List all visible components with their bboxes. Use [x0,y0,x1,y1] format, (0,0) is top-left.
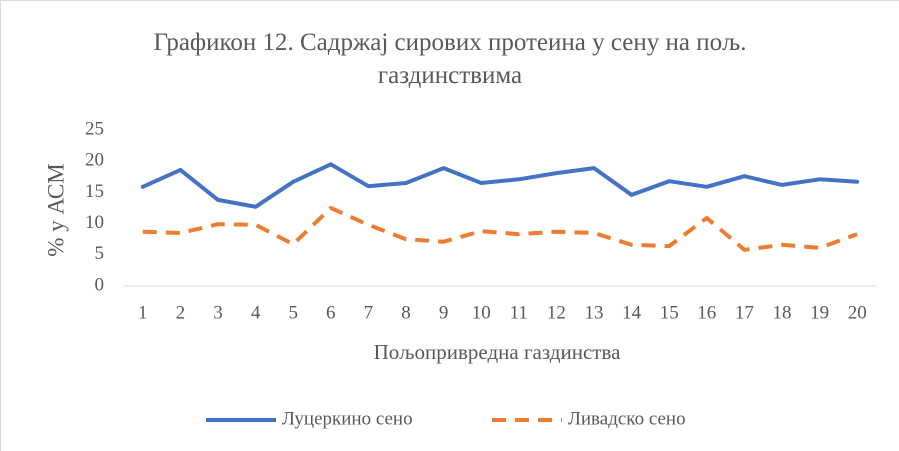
x-tick-label: 8 [401,302,411,323]
chart-title: Графикон 12. Садржај сирових протеина у … [153,29,747,89]
x-tick-label: 5 [288,302,298,323]
x-tick-label: 20 [848,302,867,323]
x-tick-label: 17 [735,302,754,323]
y-tick-label: 10 [85,212,104,233]
x-tick-label: 7 [364,302,374,323]
y-tick-label: 25 [85,118,104,139]
x-tick-label: 15 [660,302,679,323]
x-tick-label: 1 [138,302,148,323]
series-line [140,162,860,209]
x-tick-label: 19 [810,302,829,323]
legend-label: Луцеркино сено [282,408,413,429]
x-tick-label: 12 [547,302,566,323]
x-tick-label: 18 [773,302,792,323]
x-tick-label: 13 [585,302,604,323]
y-tick-label: 5 [95,243,105,264]
x-tick-label: 11 [510,302,528,323]
x-tick-label: 3 [213,302,223,323]
x-tick-label: 2 [176,302,186,323]
x-tick-label: 14 [622,302,642,323]
y-axis-label: % у АСМ [43,163,68,256]
legend-label: Ливадско сено [568,408,686,429]
x-tick-label: 16 [697,302,716,323]
y-tick-label: 0 [95,274,105,295]
x-tick-label: 9 [439,302,449,323]
series-line [142,206,858,252]
x-tick-label: 6 [326,302,336,323]
x-tick-label: 10 [472,302,491,323]
x-axis-label: Пољопривредна газдинства [374,340,622,364]
y-tick-label: 15 [85,181,104,202]
y-tick-label: 20 [85,150,104,171]
x-tick-label: 4 [251,302,261,323]
